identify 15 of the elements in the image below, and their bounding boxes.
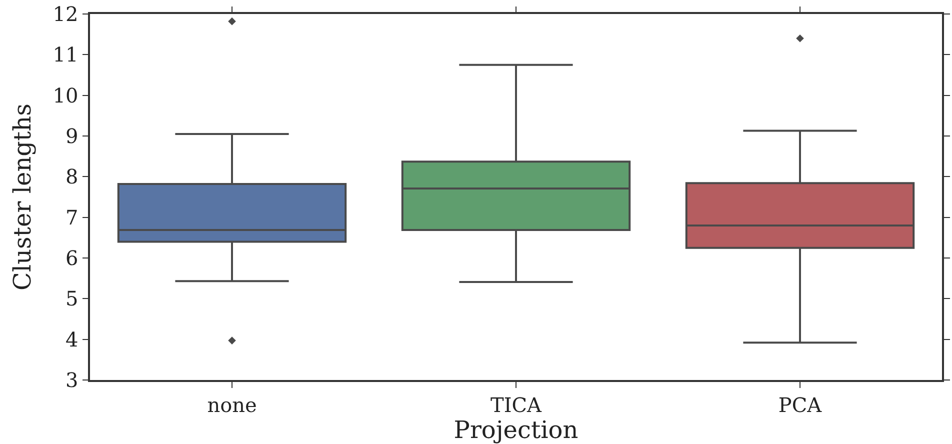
x-tick-label: none <box>207 392 257 417</box>
x-tick-label: PCA <box>778 392 822 417</box>
y-tick-label: 9 <box>66 124 78 148</box>
x-tick-label: TICA <box>490 392 542 417</box>
y-tick-label: 4 <box>66 327 78 352</box>
y-tick-label: 6 <box>66 246 78 270</box>
y-tick-label: 8 <box>66 164 78 189</box>
y-tick-label: 5 <box>66 286 78 311</box>
x-axis-title: Projection <box>454 416 578 444</box>
y-tick-label: 11 <box>52 42 78 67</box>
y-tick-label: 7 <box>66 205 78 230</box>
y-tick-label: 3 <box>66 368 78 392</box>
y-axis-title: Cluster lengths <box>8 104 36 290</box>
y-tick-label: 12 <box>52 2 78 26</box>
y-tick-label: 10 <box>52 83 78 108</box>
